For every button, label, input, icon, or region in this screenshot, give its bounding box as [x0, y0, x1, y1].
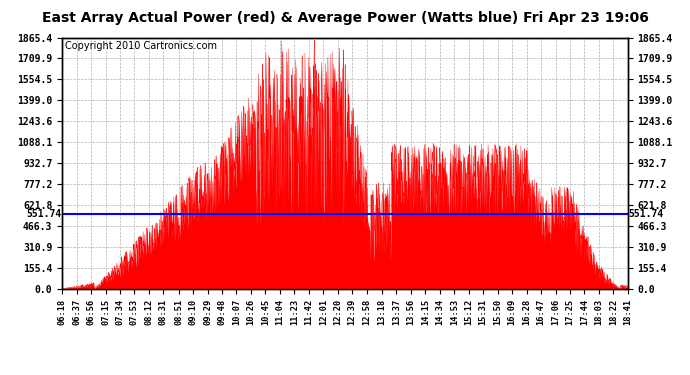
Text: 551.74: 551.74 — [629, 209, 664, 219]
Text: 551.74: 551.74 — [26, 209, 61, 219]
Text: East Array Actual Power (red) & Average Power (Watts blue) Fri Apr 23 19:06: East Array Actual Power (red) & Average … — [41, 11, 649, 25]
Text: Copyright 2010 Cartronics.com: Copyright 2010 Cartronics.com — [65, 41, 217, 51]
